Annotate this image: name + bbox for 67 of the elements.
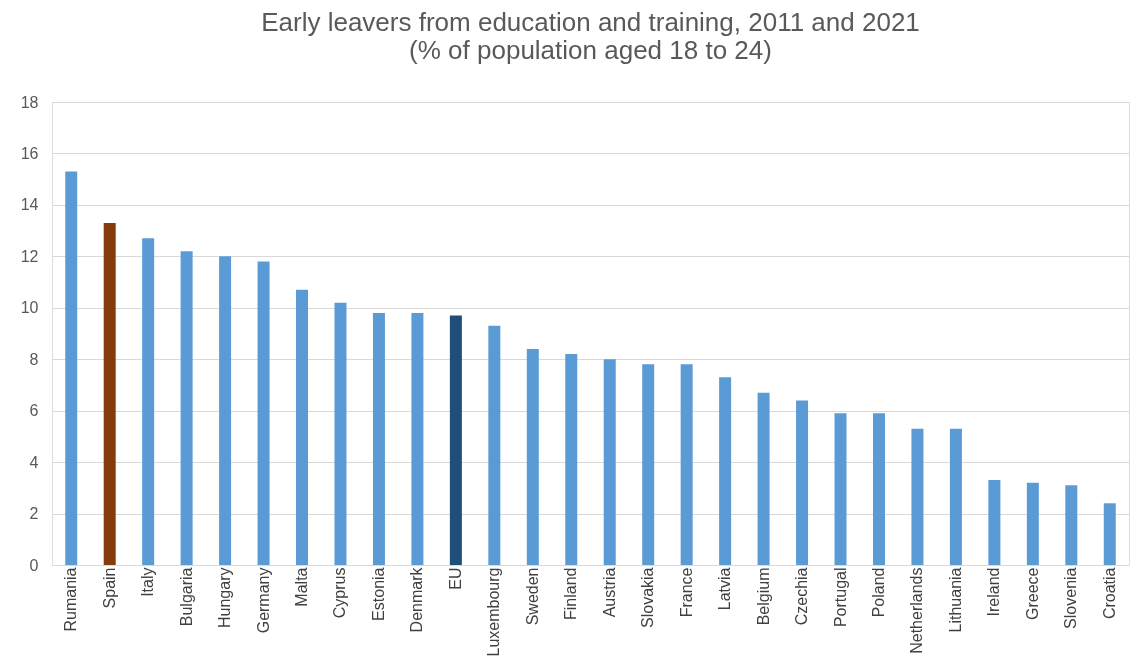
x-tick-label: Malta — [293, 567, 311, 607]
bar — [257, 261, 270, 565]
x-tick-label: Germany — [254, 567, 272, 634]
bar — [911, 428, 924, 565]
y-tick-label: 8 — [29, 350, 39, 368]
bar — [872, 413, 885, 565]
x-tick-label: Poland — [869, 567, 887, 618]
x-tick-label: Finland — [562, 567, 580, 620]
bar — [526, 348, 539, 565]
bar — [988, 480, 1001, 565]
bar — [411, 312, 424, 565]
y-tick-label: 0 — [29, 556, 39, 574]
x-tick-label: Slovakia — [639, 567, 657, 628]
y-tick-label: 12 — [20, 247, 39, 265]
bar — [219, 256, 232, 565]
y-tick-label: 10 — [20, 299, 39, 317]
x-tick-label: Croatia — [1100, 567, 1118, 620]
bar — [103, 222, 116, 565]
bar — [142, 238, 155, 565]
bar — [372, 312, 385, 565]
x-tick-label: Estonia — [369, 567, 387, 621]
y-tick-label: 18 — [20, 93, 39, 111]
bar — [180, 251, 193, 565]
bar — [680, 364, 693, 565]
x-tick-label: Netherlands — [908, 567, 926, 654]
bar — [796, 400, 809, 565]
bar — [949, 428, 962, 565]
bar — [449, 315, 462, 565]
x-tick-label: Cyprus — [331, 567, 349, 619]
y-tick-label: 6 — [29, 402, 39, 420]
x-tick-label: Lithuania — [946, 567, 964, 633]
y-tick-label: 14 — [20, 196, 39, 214]
x-tick-label: Italy — [139, 567, 157, 597]
x-tick-label: Luxembourg — [485, 567, 503, 657]
bar — [488, 325, 501, 565]
x-tick-label: Austria — [600, 567, 618, 618]
bar — [757, 392, 770, 565]
x-tick-label: EU — [446, 567, 464, 590]
x-tick-label: Spain — [100, 567, 118, 609]
bar — [642, 364, 655, 565]
x-tick-label: Slovenia — [1062, 567, 1080, 629]
x-tick-label: Rumania — [62, 567, 80, 632]
bar — [603, 359, 616, 565]
bar — [1103, 503, 1116, 565]
y-tick-label: 4 — [29, 453, 39, 471]
bar — [565, 354, 578, 565]
bar — [719, 377, 732, 565]
bar — [1026, 482, 1039, 565]
x-tick-label: Czechia — [793, 567, 811, 626]
y-tick-label: 2 — [29, 505, 39, 523]
x-tick-label: France — [677, 567, 695, 618]
x-tick-label: Belgium — [754, 567, 772, 626]
bar — [65, 171, 78, 565]
chart-title: Early leavers from education and training, 2011 and 2021 (% of population aged 18 to 24) — [261, 7, 920, 65]
x-tick-label: Denmark — [408, 566, 426, 633]
x-tick-label: Portugal — [831, 567, 849, 628]
y-tick-label: 16 — [20, 144, 39, 162]
x-tick-label: Hungary — [216, 567, 234, 628]
bar — [296, 289, 309, 565]
bar — [334, 302, 347, 565]
x-tick-label: Latvia — [716, 567, 734, 611]
x-tick-label: Bulgaria — [177, 567, 195, 627]
x-tick-label: Ireland — [985, 567, 1003, 617]
bar — [834, 413, 847, 565]
x-tick-label: Sweden — [523, 567, 541, 626]
bar — [1065, 485, 1078, 565]
x-tick-label: Greece — [1023, 567, 1041, 620]
